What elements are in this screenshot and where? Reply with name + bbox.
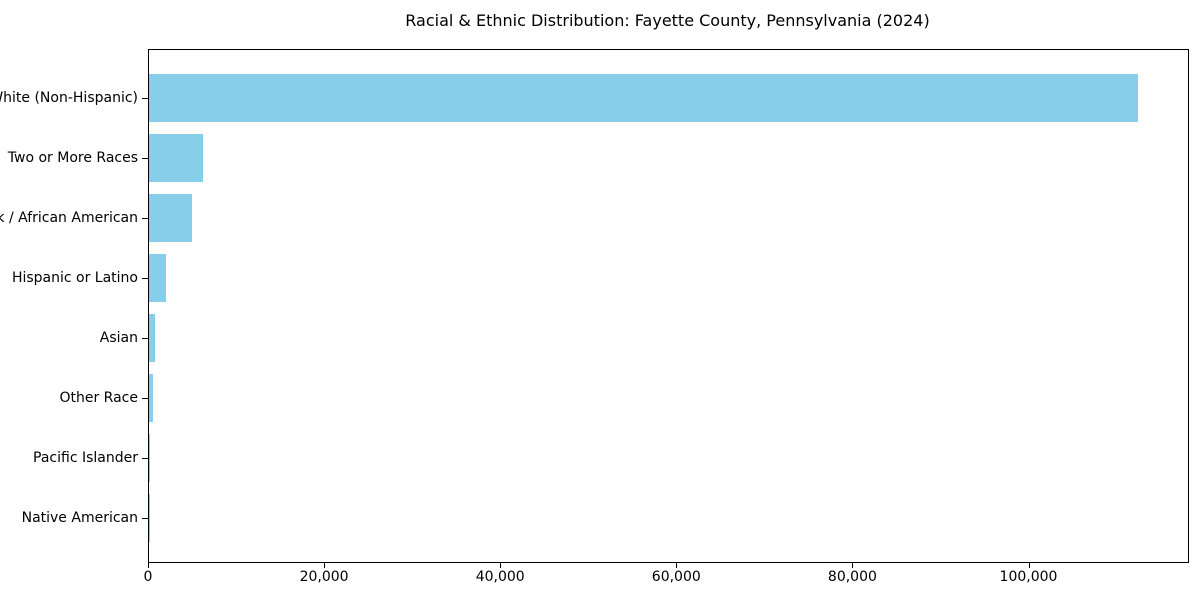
bar-row: White (Non-Hispanic) (0, 68, 1188, 128)
category-label: White (Non-Hispanic) (0, 90, 138, 106)
x-tick-label: 20,000 (299, 569, 349, 585)
x-tick-mark (324, 563, 326, 568)
y-tick-mark (142, 518, 148, 519)
bar (149, 134, 203, 182)
category-label: Two or More Races (7, 150, 138, 166)
bar-rows: White (Non-Hispanic) Two or More Races B… (0, 50, 1188, 548)
y-tick-mark (142, 338, 148, 339)
y-tick-mark (142, 458, 148, 459)
x-tick-mark (852, 563, 854, 568)
plot-area: White (Non-Hispanic) Two or More Races B… (0, 49, 1189, 585)
bar-row: Hispanic or Latino (12, 248, 1188, 308)
bar-row: Asian (100, 308, 1188, 368)
y-tick-mark (142, 158, 148, 159)
bar (149, 254, 166, 302)
y-tick-mark (142, 98, 148, 99)
x-tick-label: 80,000 (827, 569, 877, 585)
category-label: Black / African American (0, 210, 138, 226)
y-tick-mark (142, 278, 148, 279)
y-tick-mark (142, 398, 148, 399)
category-label: Hispanic or Latino (11, 270, 138, 286)
bar (149, 314, 155, 362)
bar-row: Two or More Races (8, 128, 1188, 188)
x-tick-mark (148, 563, 149, 568)
bar-row: Pacific Islander (33, 428, 1188, 488)
category-label: Native American (21, 510, 138, 526)
bar-row: Native American (22, 488, 1188, 548)
bar (149, 74, 1138, 122)
x-tick-label: 60,000 (651, 569, 701, 585)
x-tick-label: 0 (143, 569, 153, 585)
x-tick-label: 40,000 (475, 569, 525, 585)
category-label: Pacific Islander (33, 450, 138, 466)
category-label: Asian (99, 330, 138, 346)
bar (149, 194, 193, 242)
x-tick-label: 100,000 (999, 569, 1058, 585)
x-tick-mark (500, 563, 502, 568)
x-tick-mark (676, 563, 678, 568)
bar (149, 374, 153, 422)
bar-row: Other Race (59, 368, 1188, 428)
x-tick-mark (1028, 563, 1030, 568)
y-tick-mark (142, 218, 148, 219)
chart-title: Racial & Ethnic Distribution: Fayette Co… (405, 11, 930, 30)
category-label: Other Race (59, 390, 138, 406)
bar-row: Black / African American (0, 188, 1188, 248)
